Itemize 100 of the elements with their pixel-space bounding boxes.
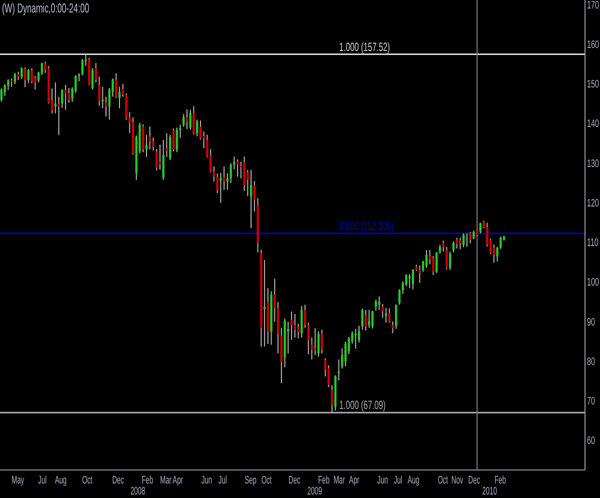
- x-tick-label: Sep: [244, 474, 256, 486]
- candlestick: [388, 308, 390, 324]
- x2-tick-label: 2010: [482, 484, 497, 498]
- y-tick-label: 70: [587, 395, 595, 407]
- candlestick: [395, 304, 398, 330]
- candlestick: [314, 328, 316, 356]
- candlestick: [199, 120, 202, 140]
- candlestick: [24, 66, 26, 88]
- candlestick: [317, 330, 320, 358]
- y-tick-label: 100: [587, 276, 599, 288]
- candlestick: [459, 237, 462, 250]
- x2-tick-label: 2009: [307, 484, 322, 498]
- y-tick-label: 140: [587, 118, 599, 130]
- candlestick: [300, 305, 303, 338]
- candlestick: [14, 72, 16, 85]
- candlestick: [448, 251, 452, 270]
- y-tick-label: 160: [587, 38, 599, 50]
- candlestick: [158, 144, 162, 170]
- y-tick-label: 80: [587, 355, 595, 368]
- x-tick-label: Nov: [451, 474, 464, 486]
- ref-line-label: 1.000 (157.52): [339, 40, 390, 54]
- candlestick: [371, 310, 374, 330]
- candlestick: [222, 166, 226, 190]
- candlestick: [189, 109, 192, 130]
- x-tick-label: Jun: [377, 474, 388, 486]
- y-tick-label: 150: [587, 78, 599, 90]
- candlestick: [344, 341, 347, 367]
- candlestick: [368, 309, 370, 328]
- x2-tick-label: 2008: [130, 484, 146, 498]
- candlestick: [307, 322, 310, 355]
- x-tick-label: Aug: [408, 474, 420, 486]
- candlestick: [418, 265, 421, 284]
- y-tick-label: 120: [587, 196, 599, 209]
- x-tick-label: Oct: [438, 474, 448, 486]
- x-tick-label: Apr: [349, 474, 360, 486]
- candlestick: [320, 329, 323, 354]
- y-tick-label: 170: [587, 0, 599, 11]
- candlestick: [169, 134, 172, 161]
- candlestick: [492, 244, 496, 264]
- x-tick-label: Dec: [112, 474, 124, 486]
- candlestick: [91, 68, 94, 90]
- candlestick: [456, 237, 458, 249]
- candlestick: [338, 358, 340, 381]
- candlestick: [469, 231, 472, 244]
- candlestick: [364, 309, 367, 332]
- chart-title: (W) Dynamic,0:00-24:00: [2, 2, 90, 16]
- x-tick-label: Feb: [142, 474, 154, 486]
- candlestick: [354, 328, 357, 350]
- candlestick: [398, 288, 401, 306]
- candlestick: [104, 96, 108, 118]
- x-tick-label: Mar: [334, 474, 345, 486]
- candlestick: [0, 88, 3, 102]
- candlestick: [176, 127, 178, 153]
- x-tick-label: May: [12, 474, 24, 486]
- x-tick-label: Aug: [54, 474, 67, 486]
- candlestick: [115, 72, 118, 98]
- candlestick: [118, 86, 121, 109]
- y-tick-label: 110: [587, 236, 598, 248]
- candlestick: [64, 84, 67, 110]
- candlestick: [182, 114, 185, 128]
- candlestick: [304, 304, 306, 328]
- x-tick-label: Dec: [468, 474, 480, 486]
- y-tick-label: 60: [587, 434, 595, 447]
- candlestick: [81, 58, 84, 76]
- candlestick: [27, 68, 30, 84]
- candlestick: [145, 134, 148, 158]
- candlestick: [172, 128, 175, 152]
- candlestick: [425, 250, 428, 268]
- x-tick-label: Jul: [218, 474, 227, 486]
- x-tick-label: Apr: [172, 474, 183, 486]
- candlestick: [435, 252, 438, 274]
- candlestick: [243, 156, 246, 192]
- x-tick-label: Jul: [38, 474, 47, 486]
- candlestick: [382, 303, 384, 318]
- candlestick: [466, 232, 468, 247]
- candlestick: [408, 274, 411, 289]
- candlestick: [479, 222, 482, 234]
- candlestick: [148, 126, 151, 150]
- candlestick: [142, 124, 144, 153]
- y-tick-label: 130: [587, 157, 599, 170]
- candlestick: [98, 76, 100, 106]
- x-tick-label: Jun: [201, 474, 212, 486]
- x-tick-label: Feb: [494, 474, 506, 486]
- x-tick-label: Dec: [288, 474, 301, 486]
- y-tick-label: 90: [587, 316, 595, 328]
- candlestick: [361, 308, 364, 330]
- candlestick: [384, 307, 388, 324]
- candlestick: [156, 148, 158, 171]
- ref-line-label: 0.500 (112.305): [339, 220, 394, 233]
- candlestick: [250, 170, 252, 229]
- ref-line-label: 1.000 (67.09): [339, 399, 386, 412]
- candlestick: [192, 106, 195, 135]
- candlestick: [263, 259, 266, 347]
- x-tick-label: Feb: [318, 474, 330, 486]
- candlestick: [462, 232, 465, 248]
- x-tick-label: Jul: [394, 474, 402, 486]
- candlestick: [236, 158, 239, 178]
- candlestick: [94, 62, 97, 83]
- x-tick-label: Mar: [160, 474, 172, 486]
- candlestick: [68, 87, 70, 104]
